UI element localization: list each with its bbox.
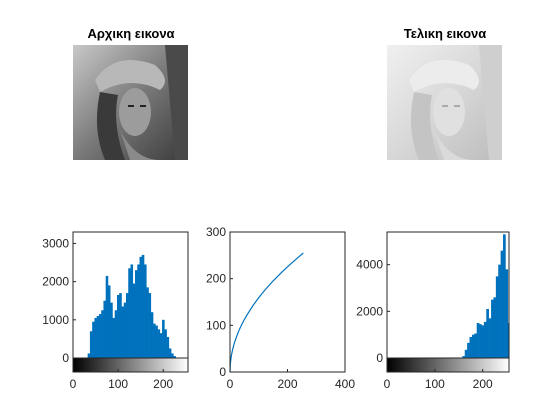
histogram-bar (171, 353, 174, 358)
y-tick-label: 4000 (356, 258, 383, 272)
histogram-bar (98, 314, 102, 358)
y-tick-label: 3000 (42, 236, 69, 250)
histogram-bar (159, 333, 163, 358)
histogram-bar (132, 283, 136, 358)
original-image-title: Αρχικη εικονα (87, 26, 174, 41)
y-tick-label: 0 (376, 351, 383, 365)
histogram-bar (89, 331, 93, 358)
y-tick-label: 300 (206, 225, 226, 239)
original-image (73, 45, 188, 160)
histogram-bar (505, 269, 509, 358)
histogram-bar (103, 300, 106, 358)
x-tick-label: 200 (277, 377, 297, 391)
transfer-curve-line (229, 252, 304, 373)
histogram-bar (94, 317, 97, 358)
histogram-bar (148, 293, 152, 358)
x-tick-label: 0 (384, 377, 391, 391)
histogram-bar (483, 321, 487, 358)
axes-box (72, 231, 189, 373)
histogram-bar (121, 306, 125, 358)
histogram-bar (87, 353, 91, 358)
y-tick-label: 200 (206, 272, 226, 286)
histogram-bar (141, 254, 145, 358)
histogram-bar (107, 285, 111, 358)
histogram-bar (128, 268, 131, 358)
histogram-bar (488, 318, 492, 358)
histogram-bar (506, 323, 510, 358)
histogram-bar (155, 325, 158, 358)
final-image (387, 45, 502, 160)
histogram-bar (125, 293, 129, 358)
histogram-bar (491, 299, 494, 358)
grayscale-colorbar (72, 357, 189, 373)
histogram-bar (495, 276, 499, 358)
histogram-bar (137, 264, 140, 358)
histogram-bar (469, 337, 473, 358)
histogram-bar (116, 295, 120, 358)
histogram-bar (150, 312, 154, 358)
histogram-bar (479, 324, 482, 358)
histogram-bar (153, 323, 156, 358)
histogram-bar (135, 270, 138, 358)
histogram-bar (130, 264, 134, 358)
histogram-bar (503, 234, 506, 358)
histogram-bar (471, 334, 475, 358)
transfer-curve-plot: 0 200 400 0 100 200 300 (206, 225, 355, 391)
y-tick-label: 2000 (356, 304, 383, 318)
histogram-bar (112, 317, 116, 358)
histogram-bar (157, 329, 161, 358)
histogram-bar (474, 333, 478, 358)
histogram-bar (162, 319, 165, 358)
grayscale-colorbar (386, 357, 510, 373)
histogram-bar (476, 323, 480, 358)
histogram-bar (92, 321, 95, 358)
histogram-bar (173, 356, 176, 358)
axes-box (386, 231, 510, 373)
x-tick-label: 400 (335, 377, 355, 391)
histogram-bar (500, 250, 504, 358)
axes-box (229, 231, 346, 373)
histogram-bar (166, 337, 170, 358)
histogram-bar (164, 329, 167, 358)
y-tick-label: 0 (62, 351, 69, 365)
histogram-bar (462, 356, 466, 358)
histogram-bar (123, 302, 127, 358)
x-tick-label: 100 (108, 377, 128, 391)
histogram-bar (139, 256, 143, 358)
histogram-bar (96, 316, 100, 358)
x-tick-label: 200 (473, 377, 493, 391)
histogram-bar (144, 264, 147, 358)
y-tick-label: 1000 (42, 313, 69, 327)
x-tick-label: 0 (70, 377, 77, 391)
x-tick-label: 0 (227, 377, 234, 391)
original-image-panel: Αρχικη εικονα (73, 26, 188, 160)
histogram-bar (168, 348, 172, 358)
histogram-bar (498, 264, 501, 358)
histogram-bar (467, 342, 470, 358)
histogram-bar (493, 297, 497, 358)
histogram-bar (481, 325, 485, 358)
histogram-bar (119, 293, 122, 358)
y-tick-label: 100 (206, 318, 226, 332)
histogram-bar (101, 310, 104, 358)
y-tick-label: 2000 (42, 275, 69, 289)
histogram-bar (146, 287, 149, 358)
final-image-panel: Τελικη εικονα (387, 26, 502, 160)
final-image-title: Τελικη εικονα (404, 26, 487, 41)
x-tick-label: 100 (425, 377, 445, 391)
histogram-bar (114, 310, 118, 358)
histogram-bar (105, 275, 109, 358)
histogram-bar (110, 302, 113, 358)
y-tick-label: 0 (219, 365, 226, 379)
histogram-bar (486, 309, 489, 358)
histogram-bar (464, 349, 468, 358)
x-tick-label: 200 (153, 377, 173, 391)
